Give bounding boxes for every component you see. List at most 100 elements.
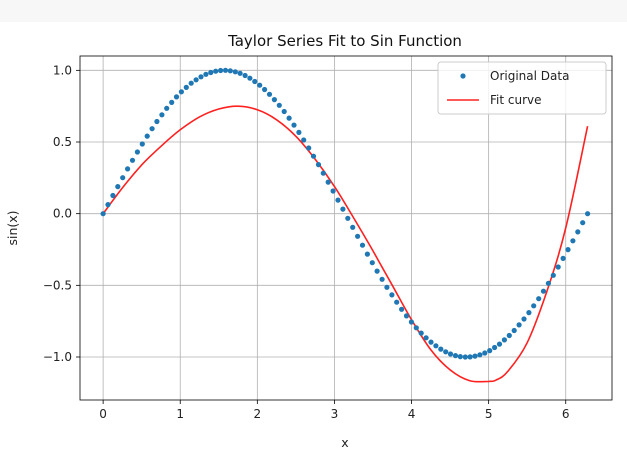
data-point <box>526 310 532 316</box>
grid <box>80 56 612 400</box>
data-point <box>565 247 571 253</box>
data-point <box>262 86 268 93</box>
data-point <box>374 268 380 274</box>
data-point <box>482 350 488 356</box>
data-point <box>193 77 199 83</box>
data-point <box>335 197 341 203</box>
data-point <box>247 75 253 81</box>
data-point <box>575 229 581 235</box>
data-point <box>413 325 419 331</box>
data-point <box>227 68 233 74</box>
data-point <box>125 166 131 172</box>
data-point <box>296 129 302 135</box>
data-point <box>560 255 566 261</box>
data-point <box>320 170 326 176</box>
data-point <box>545 280 552 286</box>
data-point <box>149 126 155 132</box>
data-point <box>188 80 194 86</box>
data-point <box>315 162 322 168</box>
data-point <box>257 82 263 88</box>
data-point <box>496 341 503 347</box>
data-point <box>364 251 370 257</box>
data-point <box>457 354 463 360</box>
fit-curve-line <box>102 105 589 383</box>
data-point <box>144 133 150 139</box>
x-tick-label: 1 <box>176 407 184 421</box>
data-point <box>271 97 277 103</box>
data-point <box>154 118 160 125</box>
data-point <box>340 206 346 212</box>
data-point <box>580 220 586 226</box>
data-point <box>394 299 400 305</box>
scatter-layer <box>100 67 591 360</box>
data-point <box>408 319 414 325</box>
data-point <box>540 288 547 294</box>
chart-title: Taylor Series Fit to Sin Function <box>227 32 462 50</box>
data-point <box>438 346 444 352</box>
fit-layer <box>102 105 589 383</box>
x-tick-label: 2 <box>254 407 262 421</box>
legend-label-fit-curve: Fit curve <box>490 93 542 107</box>
y-axis-label: sin(x) <box>5 210 20 245</box>
data-point <box>232 69 238 75</box>
data-point <box>310 153 317 159</box>
data-point <box>237 70 243 76</box>
y-tick-label: 0.0 <box>53 207 72 221</box>
y-tick-label: 1.0 <box>53 63 72 77</box>
x-tick-label: 5 <box>485 407 493 421</box>
data-point <box>115 184 121 190</box>
x-tick-label: 0 <box>99 407 107 421</box>
data-point <box>433 343 439 349</box>
data-point <box>472 353 478 359</box>
data-point <box>281 108 287 115</box>
data-point <box>467 354 473 360</box>
data-point <box>178 89 184 95</box>
data-point <box>506 332 512 339</box>
data-point <box>198 74 204 80</box>
y-tick-label: 0.5 <box>53 135 72 149</box>
plot-frame <box>79 55 613 401</box>
x-tick-label: 6 <box>562 407 570 421</box>
data-point <box>423 335 429 341</box>
data-point <box>169 99 175 105</box>
data-point <box>477 352 483 358</box>
y-tick-label: −0.5 <box>43 278 72 292</box>
legend: Original Data Fit curve <box>437 61 607 115</box>
data-point <box>350 224 356 230</box>
data-point <box>462 354 468 360</box>
notebook-top-strip <box>0 0 627 22</box>
data-point <box>452 353 459 359</box>
data-point <box>159 112 165 118</box>
data-point <box>379 276 385 282</box>
data-point <box>418 330 424 336</box>
data-point <box>447 351 454 357</box>
data-point <box>487 348 493 354</box>
data-point <box>129 157 136 163</box>
data-point <box>276 102 282 108</box>
data-point <box>120 175 126 181</box>
data-point <box>355 233 361 239</box>
data-point <box>291 122 297 128</box>
x-axis-label: x <box>341 435 348 450</box>
x-tick-label: 3 <box>331 407 339 421</box>
data-point <box>399 306 405 312</box>
data-point <box>345 215 351 221</box>
x-tick-label: 4 <box>408 407 416 421</box>
data-point <box>536 296 542 302</box>
data-point <box>403 313 410 319</box>
data-point <box>203 71 209 77</box>
data-point <box>521 316 527 322</box>
data-point <box>570 238 576 244</box>
data-point <box>531 303 537 309</box>
data-point <box>105 202 111 208</box>
data-point <box>218 67 224 74</box>
data-point <box>330 188 336 194</box>
y-tick-label: −1.0 <box>43 350 72 364</box>
data-point <box>134 149 140 155</box>
data-point <box>110 192 116 199</box>
data-point <box>301 137 307 143</box>
data-point <box>183 84 189 90</box>
data-point <box>242 72 248 79</box>
data-point <box>511 327 517 334</box>
